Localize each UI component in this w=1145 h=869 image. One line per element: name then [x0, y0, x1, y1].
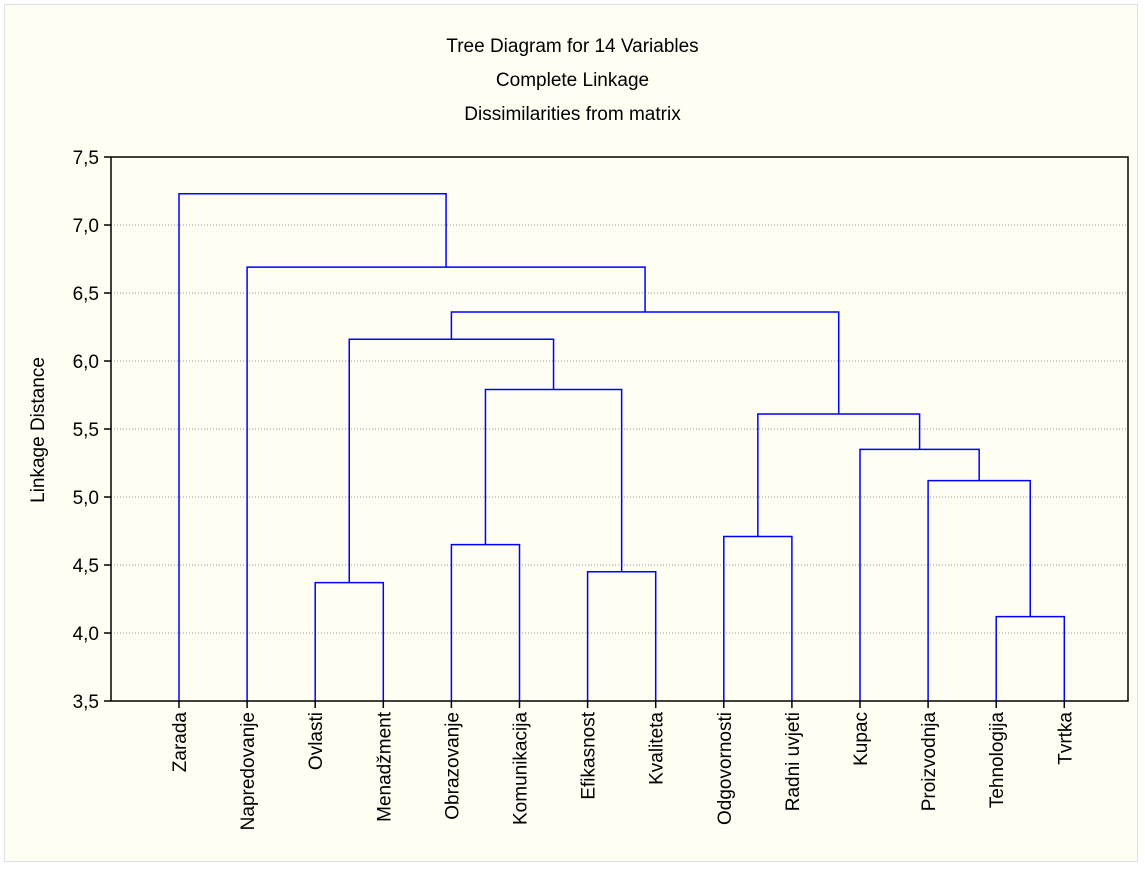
y-tick-label: 4,0 — [73, 624, 99, 645]
dendrogram-link — [586, 571, 657, 701]
dendrogram-link — [178, 192, 447, 701]
y-axis-title: Linkage Distance — [28, 357, 49, 503]
chart-subtitle-source: Dissimilarities from matrix — [464, 104, 681, 125]
x-tick-label: Odgovornosti — [715, 712, 736, 825]
x-tick-label: Tehnologija — [987, 712, 1008, 809]
x-tick-label: Menadžment — [374, 711, 395, 822]
dendrogram-link — [859, 448, 980, 701]
y-tick-label: 7,5 — [73, 148, 99, 169]
x-tick-label: Komunikacija — [511, 712, 532, 825]
chart-frame — [4, 4, 1138, 862]
x-tick-label: Tvrtka — [1055, 712, 1076, 765]
chart-title: Tree Diagram for 14 Variables — [446, 36, 699, 57]
y-tick-label: 3,5 — [73, 692, 99, 713]
y-tick-label: 5,5 — [73, 420, 99, 441]
dendrogram-link — [450, 311, 840, 415]
y-tick-label: 6,5 — [73, 284, 99, 305]
x-tick-label: Proizvodnja — [919, 712, 940, 812]
y-tick-label: 6,0 — [73, 352, 99, 373]
x-tick-label: Ovlasti — [306, 712, 327, 770]
x-tick-label: Efikasnost — [579, 711, 600, 799]
dendrogram-link — [927, 479, 1031, 701]
y-axis-ticks: 3,5 4,0 4,5 5,0 5,5 6,0 6,5 7,0 7,5 — [73, 148, 111, 713]
x-tick-label: Kvaliteta — [647, 712, 668, 785]
y-tick-label: 5,0 — [73, 488, 99, 509]
dendrogram-link — [757, 413, 921, 537]
dendrogram-link — [995, 615, 1066, 701]
dendrogram-link — [314, 581, 385, 701]
dendrogram-link — [246, 266, 646, 701]
dendrogram-link — [723, 535, 793, 701]
x-tick-label: Kupac — [851, 712, 872, 766]
x-tick-label: Zarada — [170, 712, 191, 773]
x-tick-label: Radni uvjeti — [783, 712, 804, 811]
dendrogram-link — [450, 543, 521, 701]
x-tick-label: Obrazovanje — [442, 712, 463, 820]
x-tick-label: Napredovanje — [238, 712, 259, 830]
x-axis-ticks: Zarada Napredovanje Ovlasti Menadžment Obraz… — [170, 701, 1076, 830]
chart-subtitle-method: Complete Linkage — [495, 70, 650, 91]
dendrogram-links — [178, 192, 1066, 701]
y-tick-label: 4,5 — [73, 556, 99, 577]
y-tick-label: 7,0 — [73, 216, 99, 237]
